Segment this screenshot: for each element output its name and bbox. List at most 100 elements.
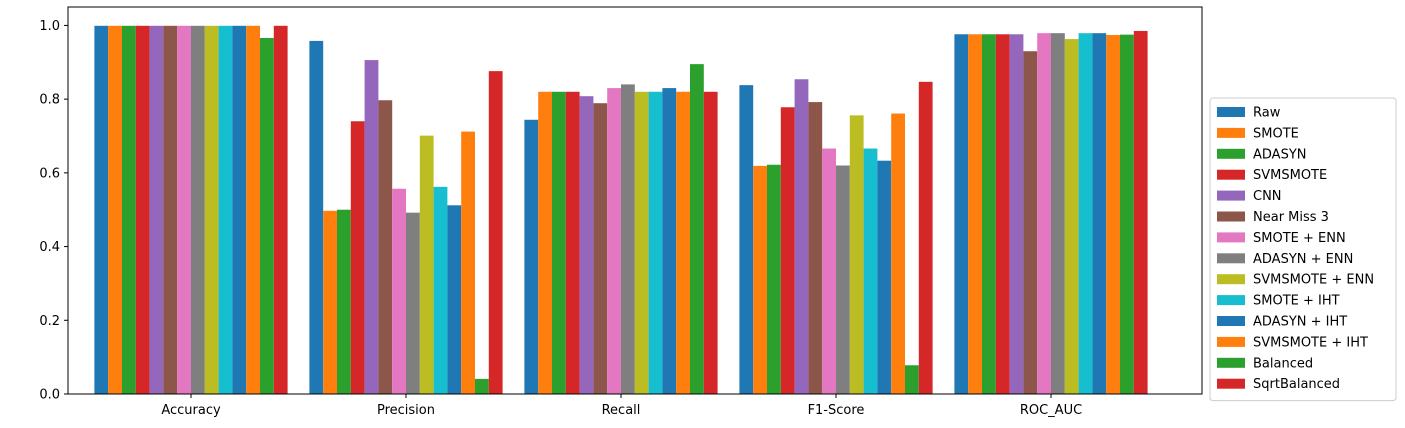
legend-label: Raw: [1253, 106, 1281, 121]
bar-precision-balanced: [475, 378, 489, 394]
legend-label: SVMSMOTE: [1253, 168, 1327, 183]
bar-recall-balanced: [690, 64, 704, 394]
bar-accuracy-cnn: [149, 25, 164, 395]
legend-label: SVMSMOTE + IHT: [1253, 335, 1368, 350]
bar-accuracy-near-miss-3: [163, 25, 178, 395]
bar-precision-adasyn: [337, 209, 351, 394]
bar-precision-svmsmote-enn: [419, 135, 434, 394]
bar-accuracy-smote-iht: [218, 25, 233, 395]
x-axis: Accuracy Precision Recall F1-Score ROC_AUC: [161, 394, 1082, 418]
bar-accuracy-adasyn-iht: [232, 25, 247, 395]
legend-label: SMOTE + IHT: [1253, 294, 1340, 309]
bar-roc-auc-cnn: [1009, 34, 1024, 395]
x-tick-label: Accuracy: [161, 403, 221, 418]
legend-swatch: [1217, 274, 1245, 285]
x-tick-label: ROC_AUC: [1020, 403, 1082, 418]
legend-swatch: [1217, 357, 1245, 368]
bar-precision-adasyn-enn: [406, 212, 420, 394]
bar-roc-auc-balanced: [1120, 34, 1134, 394]
bar-recall-svmsmote: [565, 91, 580, 395]
y-tick-label: 0.8: [39, 93, 60, 108]
bar-f1-score-smote: [753, 165, 767, 394]
bar-roc-auc-raw: [954, 34, 969, 395]
x-tick-label: F1-Score: [808, 403, 865, 418]
y-tick-label: 0.6: [39, 166, 60, 181]
legend-swatch: [1217, 316, 1245, 326]
bar-precision-smote: [323, 210, 337, 394]
bar-accuracy-smote-enn: [177, 25, 191, 395]
bar-accuracy-raw: [94, 25, 109, 395]
x-tick-label: Recall: [602, 403, 641, 418]
bar-precision-adasyn-iht: [447, 205, 462, 394]
bar-roc-auc-sqrtbalanced: [1133, 30, 1148, 395]
bar-precision-cnn: [364, 60, 379, 394]
y-axis: 0.0 0.2 0.4 0.6 0.8 1.0: [39, 19, 68, 403]
bar-accuracy-smote: [108, 25, 122, 395]
y-tick-label: 0.4: [39, 240, 60, 255]
bar-accuracy-svmsmote-enn: [204, 25, 219, 395]
bar-f1-score-adasyn-enn: [836, 165, 850, 394]
bar-accuracy-svmsmote-iht: [246, 25, 260, 395]
legend-label: SVMSMOTE + ENN: [1253, 273, 1374, 288]
bar-f1-score-raw: [739, 85, 754, 394]
legend-label: ADASYN + ENN: [1253, 252, 1353, 267]
bar-f1-score-svmsmote: [780, 107, 795, 394]
legend-swatch: [1217, 107, 1245, 117]
bar-roc-auc-smote-iht: [1078, 33, 1093, 395]
bar-precision-sqrtbalanced: [488, 71, 503, 394]
bar-accuracy-adasyn: [122, 25, 136, 395]
bar-precision-svmsmote-iht: [461, 131, 475, 394]
bar-recall-smote-iht: [648, 91, 663, 395]
bar-recall-smote-enn: [607, 88, 621, 394]
bar-f1-score-near-miss-3: [808, 102, 823, 394]
bar-recall-adasyn: [552, 91, 566, 395]
legend-swatch: [1217, 378, 1245, 389]
bar-precision-raw: [309, 40, 324, 394]
bar-f1-score-smote-iht: [863, 148, 878, 394]
bar-f1-score-adasyn-iht: [877, 160, 892, 394]
legend-swatch: [1217, 190, 1245, 201]
bar-recall-adasyn-enn: [621, 84, 635, 395]
legend-label: SqrtBalanced: [1253, 377, 1340, 392]
bar-accuracy-sqrtbalanced: [273, 25, 288, 395]
bar-f1-score-svmsmote-iht: [891, 113, 905, 395]
bar-roc-auc-svmsmote: [995, 34, 1010, 395]
legend-label: SMOTE + ENN: [1253, 231, 1346, 246]
bar-precision-near-miss-3: [378, 100, 393, 394]
bar-roc-auc-svmsmote-enn: [1064, 39, 1079, 394]
bar-recall-svmsmote-iht: [676, 91, 690, 395]
bar-accuracy-balanced: [260, 37, 274, 395]
bar-recall-smote: [538, 91, 552, 395]
legend-label: ADASYN: [1253, 147, 1307, 162]
bar-recall-adasyn-iht: [662, 88, 677, 394]
legend-swatch: [1217, 169, 1245, 180]
bar-f1-score-sqrtbalanced: [918, 81, 933, 394]
legend-swatch: [1217, 232, 1245, 243]
bars-layer: [94, 25, 1148, 395]
legend-label: Near Miss 3: [1253, 210, 1329, 225]
bar-roc-auc-adasyn: [982, 34, 996, 395]
axes-frame: [67, 6, 1203, 395]
legend-label: SMOTE: [1253, 126, 1299, 141]
legend-label: CNN: [1253, 189, 1282, 204]
bar-precision-svmsmote: [350, 121, 365, 394]
bar-recall-cnn: [579, 96, 594, 394]
y-tick-label: 0.0: [39, 388, 60, 403]
y-tick-label: 1.0: [39, 19, 60, 34]
bar-recall-raw: [524, 119, 539, 394]
legend-label: ADASYN + IHT: [1253, 315, 1347, 330]
bar-recall-svmsmote-enn: [634, 91, 649, 395]
y-tick-label: 0.2: [39, 314, 60, 329]
x-tick-label: Precision: [377, 403, 435, 418]
bar-precision-smote-iht: [433, 186, 448, 394]
bar-accuracy-svmsmote: [135, 25, 150, 395]
bar-roc-auc-adasyn-iht: [1092, 33, 1107, 395]
legend-label: Balanced: [1253, 356, 1313, 371]
bar-recall-near-miss-3: [593, 103, 608, 394]
legend-swatch: [1217, 127, 1245, 138]
legend-frame: [1209, 97, 1397, 402]
bar-roc-auc-smote-enn: [1037, 33, 1051, 395]
bar-f1-score-balanced: [905, 365, 919, 394]
bar-f1-score-adasyn: [767, 164, 781, 394]
